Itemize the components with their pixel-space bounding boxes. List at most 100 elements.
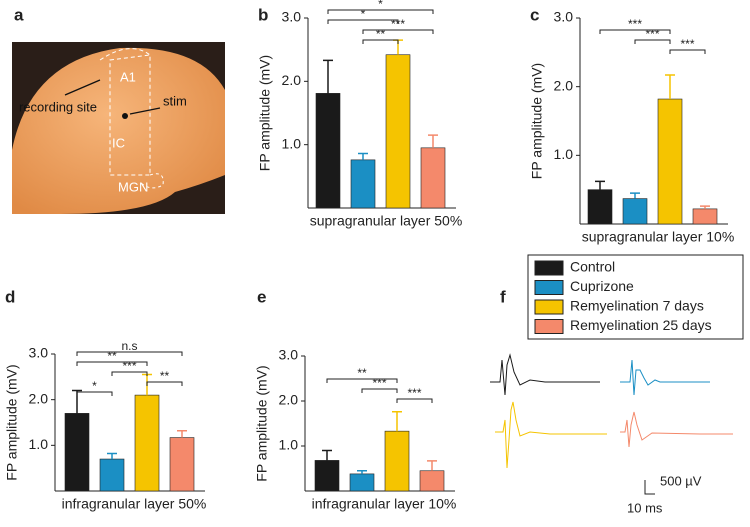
bar (314, 460, 340, 492)
y-tick-label: 2.0 (282, 72, 302, 88)
y-tick-label: 1.0 (29, 436, 49, 452)
error-bar (700, 205, 710, 209)
error-bar (323, 59, 333, 94)
legend-label: Remyelination 25 days (570, 317, 712, 333)
y-tick-label: 1.0 (282, 135, 302, 151)
scale-label: 10 ms (627, 500, 663, 515)
error-bar (630, 192, 640, 199)
y-tick-label: 2.0 (554, 77, 574, 93)
panel-label: b (258, 5, 268, 24)
significance-label: * (92, 379, 97, 393)
significance-label: *** (122, 359, 136, 373)
error-bar (428, 134, 438, 148)
legend-swatch (534, 260, 564, 276)
photo-label: A1 (120, 69, 136, 84)
significance-bracket (111, 371, 148, 376)
bar (622, 198, 648, 225)
significance-bracket (361, 388, 398, 393)
trace (490, 353, 600, 396)
significance-label: * (361, 7, 366, 21)
significance-bracket (396, 398, 433, 403)
y-axis-label: FP amplitude (mV) (4, 364, 20, 480)
significance-bracket (362, 39, 399, 44)
significance-bracket (76, 351, 183, 356)
mgn-outline (139, 173, 164, 189)
legend-label: Remyelination 7 days (570, 298, 704, 314)
x-axis-label: infragranular layer 10% (312, 496, 457, 512)
photo-label: IC (112, 135, 125, 150)
y-axis-label: FP amplitude (mV) (254, 365, 270, 481)
error-bar (595, 180, 605, 190)
bar (384, 430, 410, 492)
scale-bar (644, 480, 655, 495)
y-tick-label: 3.0 (282, 9, 302, 25)
legend-box (527, 254, 744, 340)
significance-label: *** (391, 17, 405, 31)
bar (385, 54, 411, 209)
significance-bracket (326, 378, 398, 383)
bar (587, 189, 613, 225)
error-bar (427, 460, 437, 471)
y-tick-label: 3.0 (279, 347, 299, 363)
y-tick-label: 1.0 (554, 146, 574, 162)
y-tick-label: 3.0 (29, 345, 49, 361)
significance-label: *** (407, 386, 421, 400)
tissue (12, 47, 225, 214)
significance-label: ** (357, 366, 367, 380)
bar (99, 458, 125, 492)
significance-bracket (76, 361, 148, 366)
significance-bracket (76, 391, 113, 396)
bar (420, 147, 446, 209)
y-tick-label: 2.0 (279, 392, 299, 408)
x-axis-label: supragranular layer 50% (310, 213, 463, 229)
error-bar (357, 470, 367, 474)
significance-label: n.s (121, 339, 137, 353)
y-tick-label: 3.0 (554, 9, 574, 25)
arrow (129, 107, 161, 115)
legend-swatch (534, 299, 564, 315)
bar (64, 413, 90, 492)
panel-label: a (14, 5, 24, 24)
significance-label: *** (645, 27, 659, 41)
panel-label: f (500, 287, 506, 306)
significance-bracket (669, 49, 706, 54)
significance-label: ** (376, 27, 386, 41)
stim-point (122, 113, 128, 119)
significance-label: *** (680, 37, 694, 51)
error-bar (358, 152, 368, 160)
error-bar (392, 411, 402, 432)
error-bar (177, 429, 187, 438)
significance-bracket (634, 39, 671, 44)
scale-label: 500 µV (660, 473, 702, 488)
legend-swatch (534, 280, 564, 295)
error-bar (665, 74, 675, 100)
legend-label: Control (570, 259, 615, 275)
legend-swatch (534, 319, 564, 334)
legend-label: Cuprizone (570, 278, 634, 294)
bar (169, 437, 195, 492)
significance-bracket (599, 29, 671, 34)
panel-label: c (530, 5, 539, 24)
photo-label: stim (163, 93, 187, 108)
photo-label: MGN (118, 179, 148, 194)
panel-label: e (257, 287, 266, 306)
panel-label: d (5, 287, 15, 306)
significance-bracket (146, 381, 183, 386)
y-tick-label: 1.0 (279, 437, 299, 453)
bar (350, 159, 376, 209)
significance-label: *** (628, 17, 642, 31)
bar (315, 93, 341, 209)
y-tick-label: 2.0 (29, 390, 49, 406)
significance-label: * (378, 0, 383, 11)
arrow (64, 79, 101, 96)
error-bar (107, 452, 117, 460)
bar (692, 208, 718, 225)
bar (349, 473, 375, 492)
trace (495, 401, 607, 469)
bar (134, 394, 160, 492)
x-axis-label: infragranular layer 50% (62, 496, 207, 512)
x-axis-label: supragranular layer 10% (582, 229, 735, 245)
bar (657, 98, 683, 225)
error-bar (322, 449, 332, 461)
